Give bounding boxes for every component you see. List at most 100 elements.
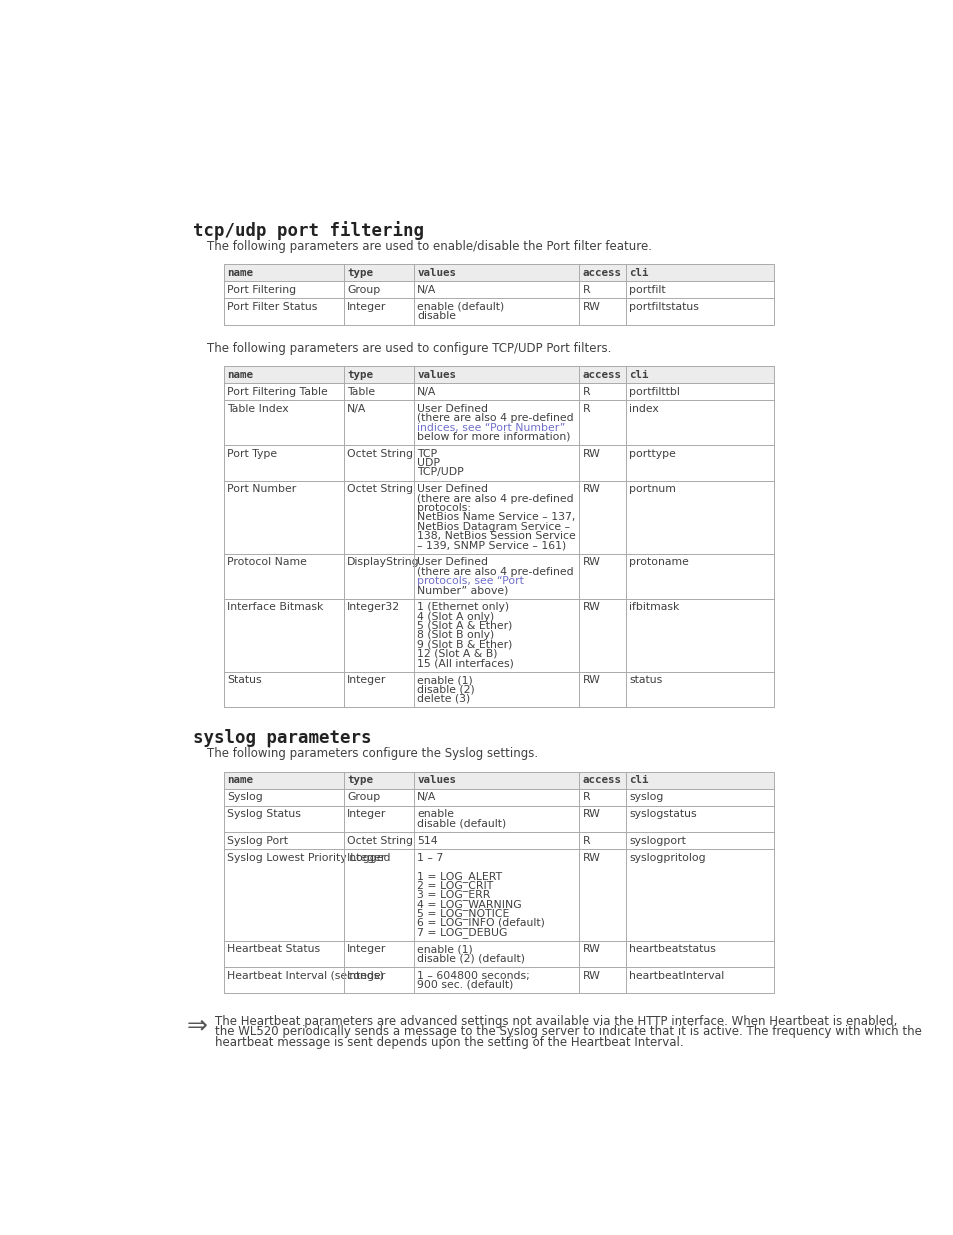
- Bar: [224, 299, 773, 325]
- Bar: [224, 480, 773, 553]
- Text: type: type: [347, 370, 373, 380]
- Text: disable: disable: [416, 311, 456, 321]
- Text: R: R: [582, 793, 590, 803]
- Bar: [224, 789, 773, 806]
- Text: Syslog Lowest Priority Logged: Syslog Lowest Priority Logged: [227, 853, 390, 863]
- Text: 8 (Slot B only): 8 (Slot B only): [416, 630, 494, 640]
- Text: The following parameters are used to enable/disable the Port filter feature.: The following parameters are used to ena…: [207, 240, 651, 253]
- Text: RW: RW: [582, 945, 599, 955]
- Text: ⇒: ⇒: [187, 1014, 208, 1037]
- Text: RW: RW: [582, 971, 599, 981]
- Text: User Defined: User Defined: [416, 484, 488, 494]
- Text: 1 = LOG_ALERT: 1 = LOG_ALERT: [416, 871, 502, 882]
- Text: RW: RW: [582, 676, 599, 685]
- Text: RW: RW: [582, 448, 599, 459]
- Text: syslogstatus: syslogstatus: [629, 809, 696, 820]
- Text: Port Filter Status: Port Filter Status: [227, 303, 317, 312]
- Text: index: index: [629, 404, 659, 414]
- Text: Syslog Port: Syslog Port: [227, 836, 288, 846]
- Bar: [224, 400, 773, 446]
- Text: 4 (Slot A only): 4 (Slot A only): [416, 611, 494, 621]
- Text: portfilt: portfilt: [629, 285, 665, 295]
- Text: 2 = LOG_CRIT: 2 = LOG_CRIT: [416, 881, 493, 892]
- Text: heartbeatInterval: heartbeatInterval: [629, 971, 723, 981]
- Text: enable (1): enable (1): [416, 676, 473, 685]
- Text: enable (default): enable (default): [416, 303, 504, 312]
- Text: Number” above): Number” above): [416, 585, 508, 595]
- Text: type: type: [347, 268, 373, 278]
- Text: 7 = LOG_DEBUG: 7 = LOG_DEBUG: [416, 926, 507, 937]
- Bar: [224, 599, 773, 672]
- Text: R: R: [582, 404, 590, 414]
- Text: Octet String: Octet String: [347, 484, 413, 494]
- Text: syslogport: syslogport: [629, 836, 685, 846]
- Text: – 139, SNMP Service – 161): – 139, SNMP Service – 161): [416, 541, 566, 551]
- Bar: [224, 772, 773, 993]
- Text: DisplayString: DisplayString: [347, 557, 419, 567]
- Text: Octet String: Octet String: [347, 836, 413, 846]
- Text: values: values: [416, 776, 456, 785]
- Text: name: name: [227, 370, 253, 380]
- Text: syslog: syslog: [629, 793, 663, 803]
- Text: R: R: [582, 836, 590, 846]
- Text: Port Filtering Table: Port Filtering Table: [227, 387, 328, 396]
- Text: 5 = LOG_NOTICE: 5 = LOG_NOTICE: [416, 908, 509, 919]
- Text: TCP/UDP: TCP/UDP: [416, 468, 463, 478]
- Text: tcp/udp port filtering: tcp/udp port filtering: [193, 221, 423, 241]
- Bar: [224, 264, 773, 282]
- Text: Group: Group: [347, 793, 380, 803]
- Text: values: values: [416, 370, 456, 380]
- Text: User Defined: User Defined: [416, 557, 488, 567]
- Bar: [224, 446, 773, 480]
- Text: Protocol Name: Protocol Name: [227, 557, 307, 567]
- Text: 15 (All interfaces): 15 (All interfaces): [416, 658, 514, 668]
- Text: cli: cli: [629, 268, 648, 278]
- Text: access: access: [582, 268, 620, 278]
- Bar: [224, 806, 773, 832]
- Text: Port Type: Port Type: [227, 448, 276, 459]
- Text: The Heartbeat parameters are advanced settings not available via the HTTP interf: The Heartbeat parameters are advanced se…: [214, 1015, 896, 1028]
- Bar: [224, 832, 773, 850]
- Text: (there are also 4 pre-defined: (there are also 4 pre-defined: [416, 494, 574, 504]
- Bar: [224, 672, 773, 708]
- Text: 514: 514: [416, 836, 437, 846]
- Text: enable (1): enable (1): [416, 945, 473, 955]
- Text: Port Filtering: Port Filtering: [227, 285, 295, 295]
- Text: R: R: [582, 285, 590, 295]
- Text: Integer: Integer: [347, 303, 386, 312]
- Text: syslog parameters: syslog parameters: [193, 729, 371, 747]
- Text: RW: RW: [582, 557, 599, 567]
- Text: access: access: [582, 776, 620, 785]
- Text: status: status: [629, 676, 661, 685]
- Bar: [224, 383, 773, 400]
- Bar: [224, 772, 773, 789]
- Text: 3 = LOG_ERR: 3 = LOG_ERR: [416, 889, 490, 900]
- Text: 138, NetBios Session Service: 138, NetBios Session Service: [416, 531, 576, 541]
- Text: access: access: [582, 370, 620, 380]
- Text: porttype: porttype: [629, 448, 676, 459]
- Text: (there are also 4 pre-defined: (there are also 4 pre-defined: [416, 567, 574, 577]
- Text: RW: RW: [582, 303, 599, 312]
- Text: Table Index: Table Index: [227, 404, 289, 414]
- Text: cli: cli: [629, 370, 648, 380]
- Text: 6 = LOG_INFO (default): 6 = LOG_INFO (default): [416, 918, 545, 929]
- Text: protocols:: protocols:: [416, 503, 471, 513]
- Text: Status: Status: [227, 676, 261, 685]
- Text: Syslog: Syslog: [227, 793, 262, 803]
- Text: Heartbeat Interval (seconds): Heartbeat Interval (seconds): [227, 971, 383, 981]
- Bar: [224, 967, 773, 993]
- Text: 12 (Slot A & B): 12 (Slot A & B): [416, 648, 497, 658]
- Text: Integer32: Integer32: [347, 603, 399, 613]
- Text: RW: RW: [582, 484, 599, 494]
- Text: RW: RW: [582, 809, 599, 820]
- Bar: [224, 367, 773, 383]
- Text: Integer: Integer: [347, 971, 386, 981]
- Text: cli: cli: [629, 776, 648, 785]
- Text: protocols, see “Port: protocols, see “Port: [416, 576, 524, 585]
- Text: disable (default): disable (default): [416, 819, 506, 829]
- Text: Integer: Integer: [347, 853, 386, 863]
- Text: Table: Table: [347, 387, 375, 396]
- Text: NetBios Datagram Service –: NetBios Datagram Service –: [416, 521, 570, 532]
- Text: RW: RW: [582, 603, 599, 613]
- Text: 5 (Slot A & Ether): 5 (Slot A & Ether): [416, 621, 512, 631]
